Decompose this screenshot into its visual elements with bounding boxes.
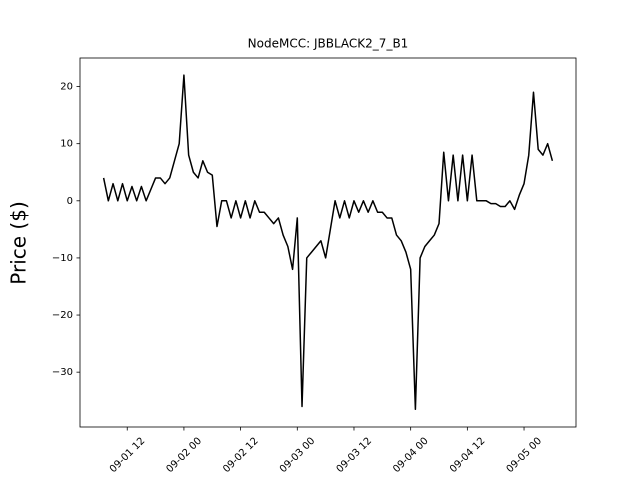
x-tick-label: 09-05 00	[505, 436, 545, 476]
y-tick-label: 0	[67, 196, 73, 207]
x-tick-label: 09-03 00	[278, 436, 318, 476]
x-tick-label: 09-01 12	[108, 436, 148, 476]
y-tick-label: 20	[60, 82, 73, 93]
y-tick-label: −20	[52, 310, 73, 321]
y-tick-label: 10	[60, 139, 73, 150]
y-axis-label: Price ($)	[7, 201, 31, 284]
x-tick-label: 09-02 12	[221, 436, 261, 476]
price-line	[102, 74, 554, 411]
x-tick-label: 09-02 00	[164, 436, 204, 476]
y-tick-label: −10	[52, 253, 73, 264]
x-tick-label: 09-04 12	[448, 436, 488, 476]
x-tick-label: 09-04 00	[391, 436, 431, 476]
y-tick-label: −30	[52, 367, 73, 378]
x-tick-label: 09-03 12	[335, 436, 375, 476]
plot-frame	[79, 57, 577, 428]
chart-title: NodeMCC: JBBLACK2_7_B1	[248, 37, 409, 51]
